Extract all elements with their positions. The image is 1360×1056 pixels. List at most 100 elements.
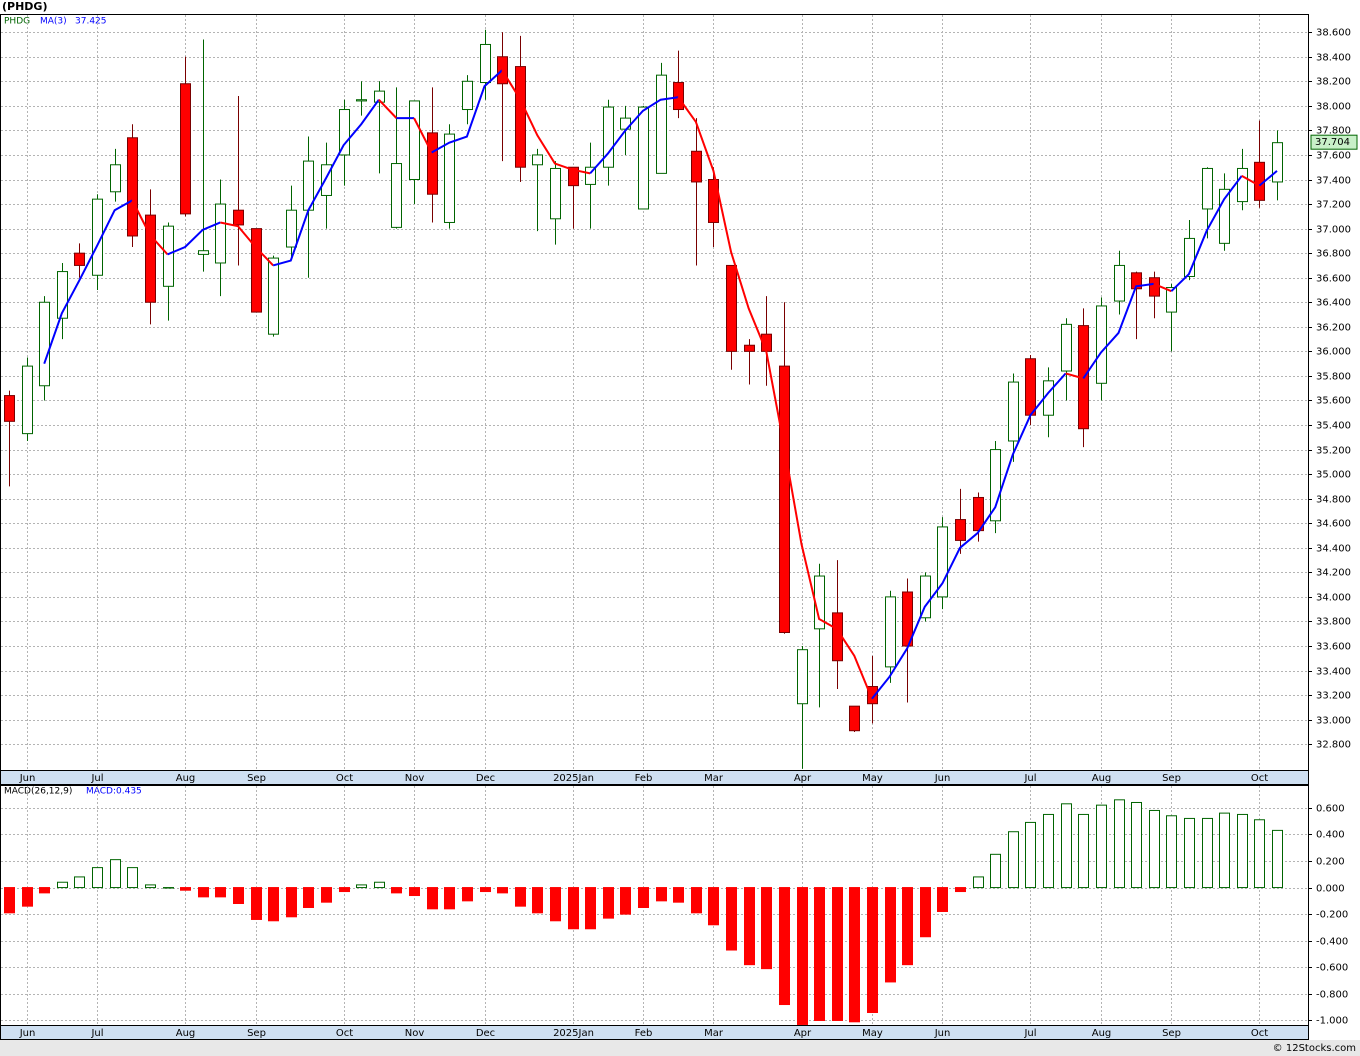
y-tick-label: 36.600	[1316, 274, 1351, 285]
candle-body	[198, 250, 209, 255]
candle-body	[585, 166, 596, 185]
candle-body	[268, 257, 279, 335]
candle-body	[603, 106, 614, 168]
macd-bar	[832, 887, 843, 1021]
chart-title: (PHDG)	[2, 0, 47, 13]
y-tick-label: 34.600	[1316, 519, 1351, 530]
candle-body	[532, 154, 543, 166]
macd-bar	[797, 887, 808, 1025]
macd-bar	[286, 887, 297, 918]
x-tick-label: Apr	[794, 773, 812, 784]
candle-body	[127, 137, 138, 237]
macd-bar	[1131, 801, 1142, 889]
macd-bar	[1043, 813, 1054, 889]
macd-bar	[1184, 817, 1195, 889]
y-tick-label: 35.000	[1316, 470, 1351, 481]
x-tick-label: Aug	[176, 773, 196, 784]
x-tick-label: Nov	[405, 773, 425, 784]
macd-bar	[726, 887, 737, 951]
candle-body	[568, 166, 579, 187]
x-tick-label: Feb	[635, 773, 653, 784]
candle-body	[656, 74, 667, 174]
macd-bar	[1078, 813, 1089, 889]
last-price-label: 37.704	[1315, 137, 1350, 148]
macd-bar	[1272, 829, 1283, 889]
candle-body	[22, 365, 33, 435]
candle-body	[1184, 237, 1195, 277]
y-tick-label: -0.800	[1316, 990, 1348, 1001]
x-tick-label: 2025Jan	[553, 773, 594, 784]
macd-bar	[568, 887, 579, 930]
candle-body	[110, 164, 121, 193]
macd-bar	[902, 887, 913, 966]
candle-body	[462, 80, 473, 111]
y-tick-label: 34.800	[1316, 495, 1351, 506]
y-tick-label: 36.200	[1316, 323, 1351, 334]
macd-bar	[620, 887, 631, 915]
x-tick-label: Sep	[247, 1028, 266, 1039]
x-tick-label: Oct	[336, 773, 353, 784]
y-tick-label: 37.600	[1316, 151, 1351, 162]
y-tick-label: 35.600	[1316, 396, 1351, 407]
candle-body	[867, 686, 878, 705]
candle-body	[1061, 323, 1072, 372]
y-tick-label: 33.400	[1316, 667, 1351, 678]
ma-line	[1153, 282, 1172, 293]
macd-bar	[1237, 813, 1248, 889]
macd-bar	[74, 876, 85, 889]
macd-bar	[814, 887, 825, 1021]
macd-bar	[1025, 821, 1036, 889]
x-tick-label: Aug	[1092, 773, 1112, 784]
x-tick-label: May	[862, 773, 883, 784]
ma-line	[131, 199, 169, 256]
y-tick-label: 32.800	[1316, 740, 1351, 751]
macd-bar	[480, 887, 491, 893]
x-tick-label: Oct	[1251, 773, 1268, 784]
macd-bar	[638, 887, 649, 908]
candle-body	[339, 109, 350, 156]
y-tick-label: 0.000	[1316, 884, 1345, 895]
candle-body	[391, 163, 402, 228]
candle-body	[180, 83, 191, 215]
x-tick-label: Jul	[1023, 773, 1036, 784]
candle-body	[990, 449, 1001, 522]
y-tick-label: 38.400	[1316, 53, 1351, 64]
macd-bar	[1114, 799, 1125, 889]
x-tick-label: Mar	[704, 1028, 724, 1039]
macd-bar	[515, 887, 526, 907]
candle-body	[1114, 264, 1125, 302]
x-tick-label: 2025Jan	[553, 1028, 594, 1039]
y-tick-label: 35.800	[1316, 372, 1351, 383]
candle-body	[409, 100, 420, 181]
macd-bar	[867, 887, 878, 1014]
macd-bar	[339, 887, 350, 893]
x-tick-label: Aug	[1092, 1028, 1112, 1039]
x-tick-label: Jun	[934, 1028, 951, 1039]
y-tick-label: -0.600	[1316, 963, 1348, 974]
x-tick-label: Jun	[19, 1028, 36, 1039]
y-tick-label: 37.800	[1316, 126, 1351, 137]
candle-body	[708, 179, 719, 223]
candle-body	[145, 214, 156, 303]
ma-line	[220, 221, 274, 267]
x-tick-label: May	[862, 1028, 883, 1039]
macd-bar	[409, 887, 420, 897]
macd-bar	[691, 887, 702, 914]
y-tick-label: -0.400	[1316, 937, 1348, 948]
candle-body	[92, 198, 103, 276]
macd-bar	[303, 887, 314, 908]
y-tick-label: 37.000	[1316, 225, 1351, 236]
x-tick-label: Feb	[635, 1028, 653, 1039]
macd-bar	[1008, 831, 1019, 889]
candle-body	[57, 271, 68, 319]
macd-bar	[708, 887, 719, 926]
macd-bar	[251, 887, 262, 920]
macd-bar	[673, 887, 684, 903]
ma-line	[1082, 282, 1154, 379]
y-tick-label: 38.000	[1316, 102, 1351, 113]
macd-bar	[22, 887, 33, 907]
y-tick-label: 33.600	[1316, 642, 1351, 653]
macd-bar	[127, 867, 138, 889]
x-axis-strip	[0, 1025, 1309, 1040]
y-tick-label: 36.000	[1316, 347, 1351, 358]
